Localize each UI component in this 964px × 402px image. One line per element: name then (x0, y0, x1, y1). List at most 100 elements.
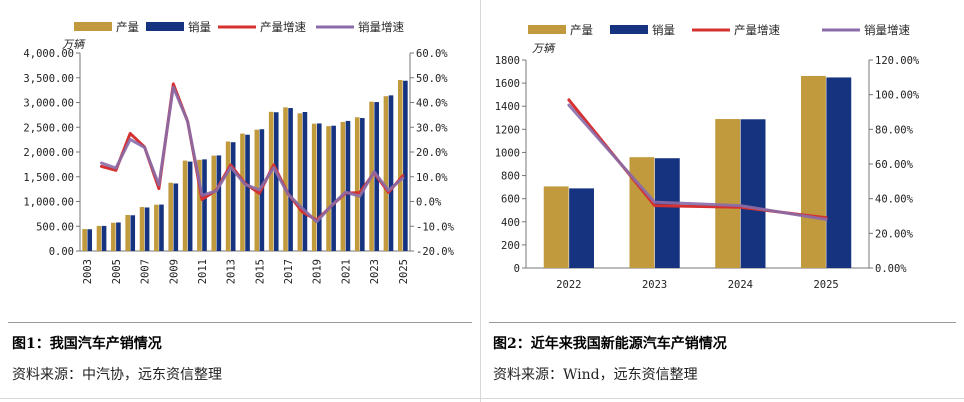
bar-销量 (826, 77, 852, 269)
bar-产量 (297, 113, 303, 251)
y-right-tick-label: 60.0% (416, 48, 448, 60)
y-left-tick-label: 1000 (495, 147, 520, 159)
bar-产量 (139, 207, 145, 251)
bar-销量 (245, 134, 250, 251)
legend-swatch (74, 22, 112, 31)
bar-产量 (354, 117, 360, 251)
y-left-tick-label: 400 (501, 217, 520, 229)
bar-销量 (159, 204, 164, 251)
chart-panel-nev: 产量 销量 产量增速 销量增速 万辆 1800 1600 1400 1200 1000 800 600… (481, 0, 964, 402)
x-tick-label: 2025 (398, 259, 410, 284)
x-tick-label: 2003 (82, 259, 94, 284)
y-left-tick-label: 1,000.00 (23, 197, 74, 209)
y-left-tick-label: 1400 (495, 101, 520, 113)
bar-产量 (111, 222, 116, 251)
y-right-tick-label: 80.00% (875, 124, 914, 136)
y-right-tick-label: 40.00% (875, 194, 914, 206)
y-left-tick-label: 1,500.00 (23, 172, 74, 184)
bar-产量 (397, 80, 403, 251)
bar-销量 (173, 183, 179, 251)
bar-销量 (130, 215, 136, 251)
bar-产量 (311, 123, 317, 251)
legend-label: 销量增速 (864, 23, 910, 37)
bar-产量 (629, 157, 655, 268)
bar-产量 (715, 119, 741, 268)
bar-销量 (230, 142, 236, 251)
x-tick-label: 2017 (283, 259, 295, 284)
bar-销量 (216, 155, 222, 251)
y-left-tick-label: 600 (501, 194, 520, 206)
y-left-tick-label: 1600 (495, 78, 520, 90)
bar-销量 (101, 225, 107, 251)
chart-panel-auto: 产量 销量 产量增速 销量增速 万辆 4,000.00 3,500.00 3,000.00 2,… (0, 0, 481, 402)
y-right-tick-label: 10.0% (416, 172, 448, 184)
bar-产量 (326, 126, 331, 251)
y-right-tick-label: -10.0% (416, 221, 455, 233)
y-left-tick-label: 0.00 (49, 246, 74, 258)
unit-label: 万辆 (532, 42, 556, 55)
figure-title: 图1：我国汽车产销情况 (12, 336, 162, 352)
x-tick-label: 2023 (369, 259, 381, 284)
y-left-tick-label: 2,500.00 (23, 122, 74, 134)
bar-产量 (154, 204, 159, 251)
bar-产量 (96, 225, 102, 251)
bar-销量 (331, 125, 336, 251)
caption-divider (8, 322, 472, 323)
bar-销量 (187, 161, 193, 251)
x-tick-label: 2005 (111, 259, 123, 284)
bar-销量 (569, 188, 594, 268)
line-销量增速 (567, 103, 828, 221)
legend-swatch (528, 25, 566, 34)
legend-swatch (610, 25, 648, 34)
unit-label: 万辆 (62, 38, 86, 51)
y-right-tick-label: 50.0% (416, 73, 448, 85)
x-tick-label: 2011 (197, 259, 209, 284)
x-tick-label: 2009 (168, 259, 180, 284)
legend-label: 销量 (188, 20, 211, 34)
x-tick-label: 2015 (254, 259, 266, 284)
legend-label: 产量 (570, 23, 593, 37)
y-right-tick-label: 0.0% (416, 197, 442, 209)
legend-label: 产量增速 (260, 20, 306, 34)
page-bottom-rule (0, 398, 964, 399)
caption-divider (489, 322, 956, 323)
legend-label: 销量增速 (358, 20, 404, 34)
y-left-tick-label: 1800 (495, 55, 520, 67)
bar-产量 (383, 96, 389, 251)
legend-label: 产量 (116, 20, 139, 34)
y-right-tick-label: 0.00% (875, 263, 907, 275)
y-left-tick-label: 0 (514, 263, 520, 275)
bar-销量 (87, 229, 93, 251)
x-tick-label: 2024 (728, 279, 753, 291)
bar-产量 (182, 160, 188, 251)
x-tick-label: 2023 (642, 279, 667, 291)
y-right-tick-label: 40.0% (416, 98, 448, 110)
bar-销量 (288, 108, 293, 251)
x-tick-label: 2022 (556, 279, 581, 291)
legend-label: 产量增速 (734, 23, 780, 37)
bar-产量 (82, 229, 87, 251)
bar-产量 (543, 186, 569, 268)
x-tick-label: 2021 (340, 259, 352, 284)
y-right-tick-label: -20.0% (416, 246, 455, 258)
bar-产量 (340, 121, 346, 252)
legend-swatch (146, 22, 184, 31)
y-right-tick-label: 100.00% (875, 90, 920, 102)
bar-产量 (125, 214, 130, 251)
y-left-tick-label: 3,000.00 (23, 98, 74, 110)
x-tick-label: 2025 (813, 279, 838, 291)
figure-title: 图2：近年来我国新能源汽车产销情况 (493, 336, 727, 352)
bar-销量 (654, 158, 680, 268)
y-right-tick-label: 20.0% (416, 147, 448, 159)
bar-产量 (225, 141, 231, 251)
bar-销量 (740, 119, 766, 268)
y-left-tick-label: 1200 (495, 124, 520, 136)
y-right-tick-label: 120.00% (875, 55, 920, 67)
line-销量增速 (100, 85, 405, 224)
bar-产量 (268, 111, 274, 251)
bar-产量 (197, 159, 202, 251)
bar-产量 (168, 182, 174, 251)
bar-产量 (283, 107, 288, 251)
x-tick-label: 2019 (312, 259, 324, 284)
